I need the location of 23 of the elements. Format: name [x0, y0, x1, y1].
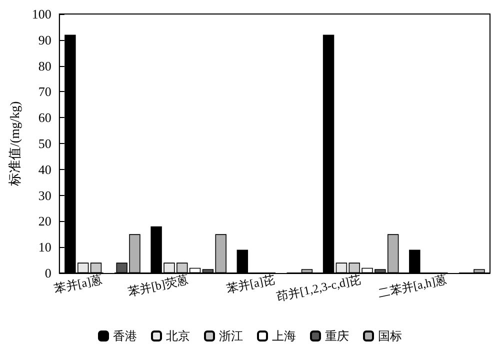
- y-tick-label: 80: [38, 58, 52, 74]
- legend-label: 上海: [272, 329, 296, 343]
- x-tick-label: 苯并[a]芘: [225, 272, 276, 296]
- legend-label: 重庆: [325, 329, 349, 343]
- y-tick-label: 10: [38, 240, 52, 255]
- y-tick-label: 40: [38, 162, 52, 177]
- x-tick-label: 苯并[a]蒽: [52, 272, 104, 296]
- y-tick-label: 90: [38, 32, 52, 48]
- y-tick-label: 60: [38, 110, 52, 126]
- legend-label: 国标: [378, 329, 402, 343]
- y-tick-label: 30: [38, 188, 52, 203]
- legend-label: 北京: [166, 329, 190, 343]
- y-tick-label: 20: [38, 214, 52, 229]
- y-axis-title: 标准值/(mg/kg): [7, 101, 22, 187]
- legend-label: 香港: [113, 329, 137, 343]
- x-tick-label: 茚并[1,2,3-c,d]芘: [275, 272, 362, 304]
- x-tick-label: 二苯并[a,h]蒽: [376, 272, 448, 300]
- y-tick-label: 50: [38, 136, 52, 151]
- legend-label: 浙江: [219, 329, 243, 343]
- y-tick-label: 0: [44, 266, 52, 280]
- y-tick-label: 70: [38, 84, 52, 100]
- y-tick-label: 100: [32, 6, 52, 22]
- x-tick-label: 苯并[b]荧蒽: [126, 272, 190, 299]
